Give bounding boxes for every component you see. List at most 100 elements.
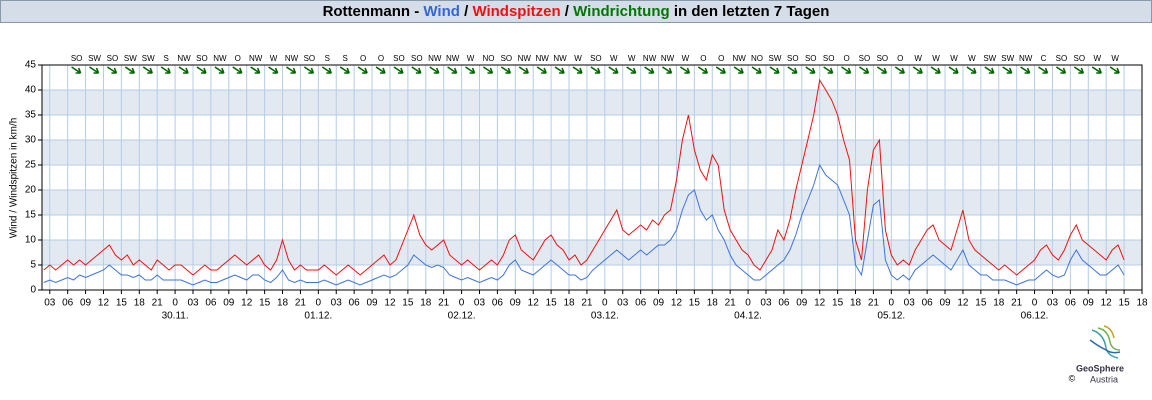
direction-arrow [1002,66,1013,74]
title-part: Wind [423,3,460,20]
direction-arrow [89,66,100,74]
direction-label: W [682,54,690,63]
x-tick-label: 09 [510,298,522,309]
x-tick-label: 12 [528,298,540,309]
direction-arrow [930,66,941,74]
x-tick-label: 15 [832,298,844,309]
direction-arrow [142,66,153,74]
grid-band [42,190,1142,215]
direction-arrow [1109,66,1120,74]
direction-label: NW [643,54,657,63]
direction-label: O [378,54,384,63]
x-tick-label: 18 [134,298,146,309]
x-tick-label: 0 [172,298,178,309]
x-tick-label: 09 [223,298,235,309]
x-tick-label: 06 [349,298,361,309]
direction-arrow [697,66,709,74]
direction-arrow [303,66,315,74]
date-label: 05.12. [877,311,905,322]
direction-arrow [268,66,279,74]
direction-arrow [375,66,386,74]
x-tick-label: 18 [850,298,862,309]
direction-label: SO [787,54,799,63]
direction-arrow [160,66,171,74]
direction-label: SO [196,54,208,63]
direction-arrow [321,66,333,74]
direction-arrow [787,66,798,74]
direction-label: W [628,54,636,63]
x-tick-label: 12 [98,298,110,309]
grid-band [42,140,1142,165]
x-tick-label: 03 [474,298,486,309]
direction-label: SO [805,54,817,63]
x-tick-label: 0 [316,298,322,309]
y-tick-label: 0 [30,285,36,296]
direction-label: NW [535,54,549,63]
logo-icon [1089,325,1121,359]
x-tick-label: 21 [152,298,164,309]
grid-band [42,240,1142,265]
direction-arrow [805,66,816,74]
x-tick-label: 03 [187,298,199,309]
direction-label: SW [142,54,155,63]
direction-label: SO [590,54,602,63]
direction-label: NW [518,54,532,63]
x-tick-label: 15 [546,298,558,309]
direction-arrow [966,66,977,74]
x-tick-label: 0 [889,298,895,309]
x-tick-label: 12 [957,298,969,309]
direction-label: NW [213,54,227,63]
y-tick-label: 20 [25,185,37,196]
series-line [43,78,1125,276]
y-tick-label: 30 [25,135,37,146]
direction-arrow [71,66,82,74]
y-axis-label: Wind / Windspitzen in km/h [9,118,20,239]
direction-label: NO [751,54,763,63]
direction-arrow [894,66,906,74]
x-tick-label: 15 [975,298,987,309]
direction-arrow [1020,66,1031,74]
x-tick-label: 18 [420,298,432,309]
x-tick-label: 09 [80,298,92,309]
direction-label: O [360,54,366,63]
x-tick-label: 12 [241,298,253,309]
direction-arrow [679,66,691,74]
x-tick-label: 18 [563,298,575,309]
direction-label: S [343,54,348,63]
logo-name: GeoSphere [1076,363,1124,373]
x-tick-label: 18 [1136,298,1148,309]
direction-label: W [932,54,940,63]
x-tick-label: 03 [44,298,56,309]
direction-label: SO [877,54,889,63]
direction-arrow [518,66,529,74]
y-tick-label: 5 [30,260,36,271]
date-label: 02.12. [448,311,476,322]
x-tick-label: 09 [939,298,951,309]
direction-label: NW [1019,54,1033,63]
y-tick-label: 10 [25,235,37,246]
y-tick-label: 45 [25,60,37,71]
plot-border [41,64,1143,291]
direction-label: SW [1001,54,1014,63]
direction-label: SW [983,54,996,63]
y-tick-label: 25 [25,160,37,171]
direction-arrow [465,66,476,74]
direction-label: NW [428,54,442,63]
x-tick-label: 15 [1119,298,1131,309]
direction-arrow [823,66,834,74]
direction-arrow [124,66,136,74]
direction-arrow [411,66,422,74]
direction-label: W [1093,54,1101,63]
direction-arrow [644,66,655,74]
direction-arrow [286,66,297,74]
direction-arrow [1073,66,1085,74]
direction-label: SO [859,54,871,63]
x-tick-label: 0 [1032,298,1038,309]
direction-label: NW [249,54,263,63]
direction-arrow [626,66,637,74]
logo-sub: Austria [1090,374,1118,384]
direction-arrow [357,66,368,74]
direction-label: NW [285,54,299,63]
direction-label: SO [304,54,316,63]
direction-label: SO [393,54,405,63]
